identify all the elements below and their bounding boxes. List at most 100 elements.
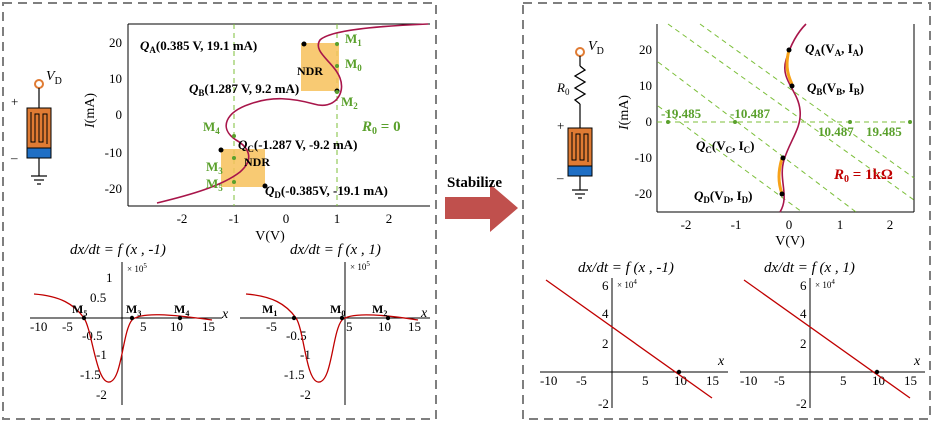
y-tick: 10 <box>639 78 652 93</box>
x-tick: 0 <box>786 217 793 232</box>
qa-label: QA(0.385 V, 19.1 mA) <box>140 38 257 55</box>
qa-dot <box>301 41 307 47</box>
right-flow-plot-2: dx/dt = f (x , 1) × 104 6 4 2 -2 -10 -5 … <box>740 260 925 411</box>
qd-label: QD(VD, ID) <box>694 188 753 205</box>
vd-terminal-icon <box>575 47 585 57</box>
y-tick: -20 <box>105 181 122 196</box>
memristor-base-icon <box>567 165 593 177</box>
right-flow-plot-1: dx/dt = f (x , -1) × 104 6 4 2 -2 -10 -5… <box>540 260 728 411</box>
y-tick: 1 <box>106 270 113 285</box>
x-tick: 15 <box>202 319 215 334</box>
qd-label: QD(-0.385V, -19.1 mA) <box>265 183 388 200</box>
x-tick: 10 <box>674 373 687 388</box>
y-tick: 20 <box>639 42 652 57</box>
y-tick: 6 <box>602 278 609 293</box>
x-tick: 15 <box>904 373 917 388</box>
vd-terminal-icon <box>34 79 44 89</box>
svg-text:× 105: × 105 <box>350 260 370 272</box>
left-panel-frame <box>2 2 437 420</box>
x-tick: 1 <box>334 211 341 226</box>
x-tick: -10 <box>30 319 47 334</box>
y-tick: 2 <box>800 336 807 351</box>
y-tick: -2 <box>598 396 609 411</box>
iv-curve <box>156 23 429 204</box>
y-tick: 0 <box>646 114 653 129</box>
vd-sub: D <box>55 76 62 87</box>
left-iv-ylabel: I(mA) <box>83 93 98 129</box>
qb-label: QB(VB, IB) <box>807 80 864 97</box>
left-circuit: VD + – <box>10 69 62 185</box>
m5-label: M5 <box>206 176 223 193</box>
flow-title: dx/dt = f (x , 1) <box>290 242 381 258</box>
y-tick: -10 <box>105 145 122 160</box>
x-axis-label: x <box>221 307 229 322</box>
y-tick: 10 <box>109 71 122 86</box>
flow-point-m4: M4 <box>174 302 189 318</box>
r0-1k-label: R0 = 1kΩ <box>833 167 893 185</box>
load-line-label: -19.485 <box>661 106 702 121</box>
qa-label: QA(VA, IA) <box>805 41 864 58</box>
iv-curve <box>779 23 807 213</box>
flow-title: dx/dt = f (x , -1) <box>70 242 166 258</box>
flow-line <box>545 279 713 399</box>
x-tick: -2 <box>177 211 188 226</box>
m2-label: M2 <box>341 94 358 111</box>
r0-zero-label: R0 = 0 <box>361 119 401 137</box>
x-tick: 2 <box>386 211 393 226</box>
plus-sign: + <box>557 118 564 133</box>
flow-line <box>743 279 911 399</box>
stable-branch-lower <box>777 157 784 195</box>
x-tick: 5 <box>140 319 147 334</box>
x-tick: 0 <box>283 211 290 226</box>
ndr-label-upper: NDR <box>297 64 323 78</box>
minus-sign: – <box>10 150 18 165</box>
x-tick: 1 <box>837 217 844 232</box>
left-iv-x-ticks: -2 -1 0 1 2 <box>177 211 393 226</box>
svg-text:VD: VD <box>46 69 62 87</box>
x-tick: 10 <box>378 319 391 334</box>
flow-point-m3: M3 <box>126 302 141 318</box>
flow-title: dx/dt = f (x , -1) <box>578 260 674 276</box>
x-tick: 5 <box>840 373 847 388</box>
svg-text:× 104: × 104 <box>617 278 637 290</box>
vd-label: V <box>46 69 56 84</box>
left-iv-xlabel: V(V) <box>255 229 285 244</box>
qb-label: QB(1.287 V, 9.2 mA) <box>189 81 299 98</box>
y-tick: -0.5 <box>82 328 103 343</box>
right-iv-ylabel: I(mA) <box>617 95 632 131</box>
x-axis-label: x <box>717 354 725 369</box>
flow-point-m2: M2 <box>372 302 387 318</box>
svg-text:× 105: × 105 <box>127 262 147 274</box>
minus-sign: – <box>556 170 564 185</box>
svg-text:R0: R0 <box>556 80 570 97</box>
y-tick: -10 <box>635 150 652 165</box>
m0-label: M0 <box>345 56 362 73</box>
m1-label: M1 <box>345 31 362 48</box>
y-tick: -20 <box>635 186 652 201</box>
x-tick: -1 <box>229 211 240 226</box>
stabilize-arrow: Stabilize <box>445 175 518 232</box>
y-tick: -1.5 <box>80 367 101 382</box>
load-line-label: 10.487 <box>818 124 854 139</box>
qc-dot <box>218 147 224 153</box>
y-tick: 4 <box>800 306 807 321</box>
x-axis-label: x <box>420 306 428 321</box>
x-tick: -1 <box>731 217 742 232</box>
left-iv-y-ticks: 20 10 0 -10 -20 <box>105 35 122 196</box>
right-iv-xlabel: V(V) <box>775 234 805 249</box>
x-tick: -5 <box>62 319 73 334</box>
load-line-label: 19.485 <box>866 124 902 139</box>
y-tick: 0 <box>116 107 123 122</box>
flow-point-m1: M1 <box>262 302 277 318</box>
svg-text:VD: VD <box>588 39 604 57</box>
x-tick: -5 <box>774 373 785 388</box>
qc-label: QC(VC, IC) <box>696 138 755 155</box>
plus-sign: + <box>11 94 18 109</box>
x-tick: -10 <box>540 373 557 388</box>
memristor-base-icon <box>26 147 52 159</box>
x-tick: 2 <box>887 217 894 232</box>
flow-curve <box>33 293 213 383</box>
x-tick: -10 <box>740 373 757 388</box>
